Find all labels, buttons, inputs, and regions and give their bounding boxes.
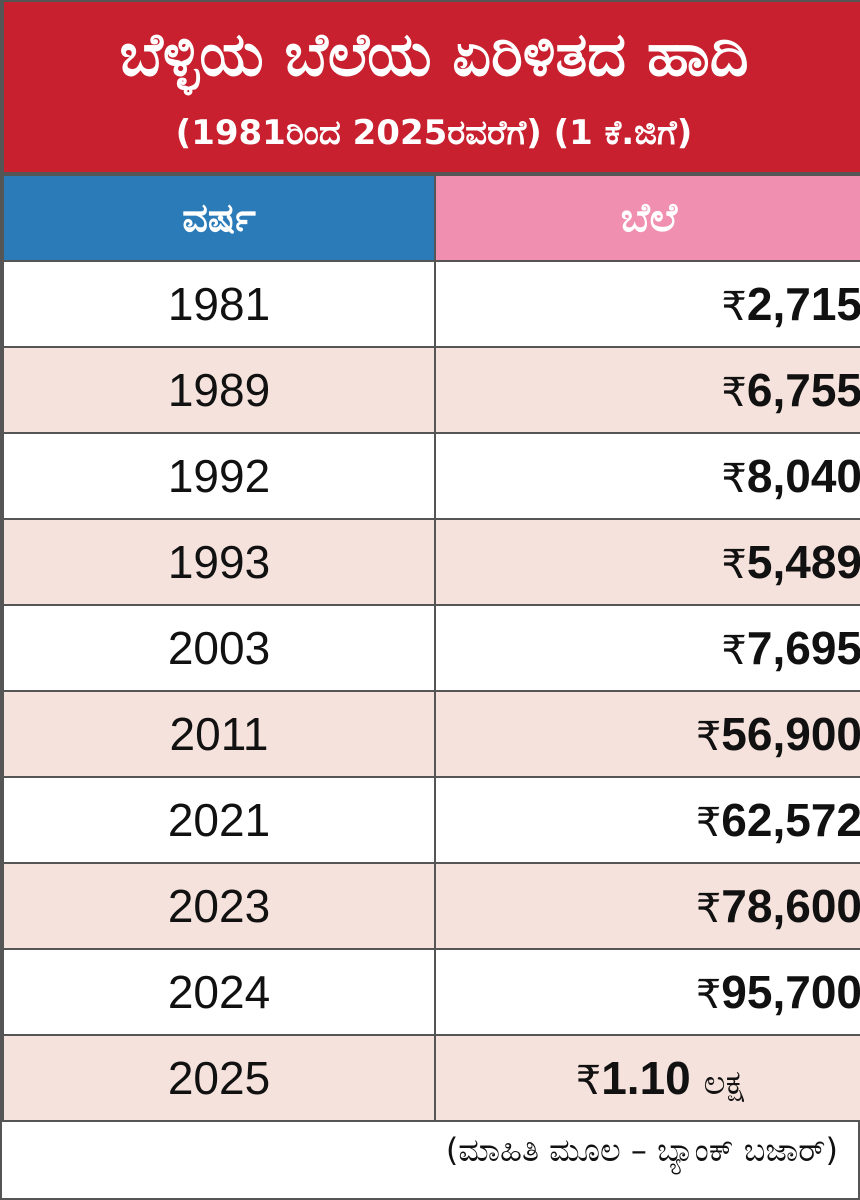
price-value: 2,715	[746, 278, 860, 330]
table-row: 1989 ₹6,755	[2, 346, 860, 434]
rupee-symbol: ₹	[695, 714, 722, 760]
rupee-symbol: ₹	[695, 972, 722, 1018]
price-cell: ₹1.10 ಲಕ್ಷ	[434, 1034, 860, 1122]
year-cell: 2011	[2, 690, 436, 778]
price-value: 62,572	[721, 794, 860, 846]
price-cell: ₹7,695	[434, 604, 860, 692]
rupee-symbol: ₹	[575, 1058, 602, 1104]
year-cell: 2021	[2, 776, 436, 864]
price-value: 8,040	[746, 450, 860, 502]
table-row: 1993 ₹5,489	[2, 518, 860, 606]
year-cell: 2003	[2, 604, 436, 692]
rupee-symbol: ₹	[721, 284, 747, 330]
price-table: ವರ್ಷ ಬೆಲೆ 1981 ₹2,715 1989 ₹6,755 1992 ₹8,040…	[2, 174, 860, 1122]
column-header-price: ಬೆಲೆ	[434, 174, 860, 262]
source-note: (ಮಾಹಿತಿ ಮೂಲ – ಬ್ಯಾಂಕ್ ಬಜಾರ್)	[445, 1131, 838, 1169]
price-cell: ₹95,700	[434, 948, 860, 1036]
rupee-symbol: ₹	[721, 456, 747, 502]
table-row: 1992 ₹8,040	[2, 432, 860, 520]
price-value: 1.10	[601, 1052, 691, 1104]
table-header-row: ವರ್ಷ ಬೆಲೆ	[2, 174, 860, 262]
chart-title: ಬೆಳ್ಳಿಯ ಬೆಲೆಯ ಏರಿಳಿತದ ಹಾದಿ	[119, 20, 749, 90]
rupee-symbol: ₹	[721, 370, 747, 416]
price-cell: ₹78,600	[434, 862, 860, 950]
year-cell: 2025	[2, 1034, 436, 1122]
table-row: 2025 ₹1.10 ಲಕ್ಷ	[2, 1034, 860, 1122]
table-row: 2024 ₹95,700	[2, 948, 860, 1036]
price-cell: ₹5,489	[434, 518, 860, 606]
price-unit: ಲಕ್ಷ	[703, 1063, 744, 1103]
year-cell: 1992	[2, 432, 436, 520]
year-cell: 2023	[2, 862, 436, 950]
rupee-symbol: ₹	[721, 542, 747, 588]
table-body: 1981 ₹2,715 1989 ₹6,755 1992 ₹8,040 1993 ₹5,489…	[2, 260, 860, 1122]
chart-subtitle: (1981ರಿಂದ 2025ರವರೆಗೆ) (1 ಕೆ.ಜಿಗೆ)	[175, 113, 693, 153]
table-row: 2011 ₹56,900	[2, 690, 860, 778]
table-row: 1981 ₹2,715	[2, 260, 860, 348]
price-cell: ₹62,572	[434, 776, 860, 864]
price-value: 7,695	[746, 622, 860, 674]
year-cell: 1993	[2, 518, 436, 606]
rupee-symbol: ₹	[695, 800, 722, 846]
price-value: 78,600	[721, 880, 860, 932]
price-value: 5,489	[746, 536, 860, 588]
price-cell: ₹2,715	[434, 260, 860, 348]
price-cell: ₹56,900	[434, 690, 860, 778]
year-cell: 1989	[2, 346, 436, 434]
price-cell: ₹6,755	[434, 346, 860, 434]
year-cell: 2024	[2, 948, 436, 1036]
year-cell: 1981	[2, 260, 436, 348]
column-header-year: ವರ್ಷ	[2, 174, 436, 262]
price-value: 56,900	[721, 708, 860, 760]
rupee-symbol: ₹	[721, 628, 747, 674]
title-banner: ಬೆಳ್ಳಿಯ ಬೆಲೆಯ ಏರಿಳಿತದ ಹಾದಿ (1981ರಿಂದ 202…	[2, 0, 860, 174]
table-row: 2023 ₹78,600	[2, 862, 860, 950]
price-value: 6,755	[746, 364, 860, 416]
table-row: 2021 ₹62,572	[2, 776, 860, 864]
price-value: 95,700	[721, 966, 860, 1018]
price-cell: ₹8,040	[434, 432, 860, 520]
table-row: 2003 ₹7,695	[2, 604, 860, 692]
rupee-symbol: ₹	[695, 886, 722, 932]
